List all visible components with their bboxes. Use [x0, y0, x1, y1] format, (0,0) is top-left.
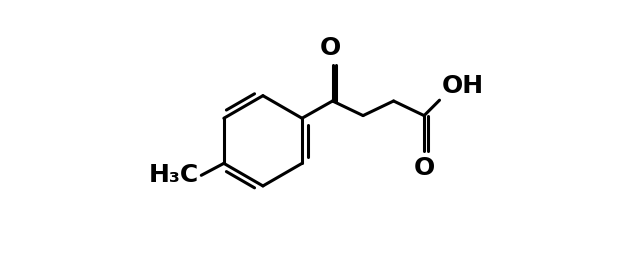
Text: O: O: [320, 36, 341, 60]
Text: O: O: [414, 156, 435, 180]
Text: H₃C: H₃C: [149, 163, 199, 187]
Text: OH: OH: [442, 73, 484, 98]
